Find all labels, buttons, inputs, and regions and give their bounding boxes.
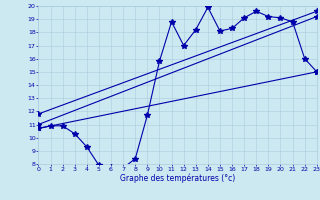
X-axis label: Graphe des températures (°c): Graphe des températures (°c) <box>120 173 235 183</box>
